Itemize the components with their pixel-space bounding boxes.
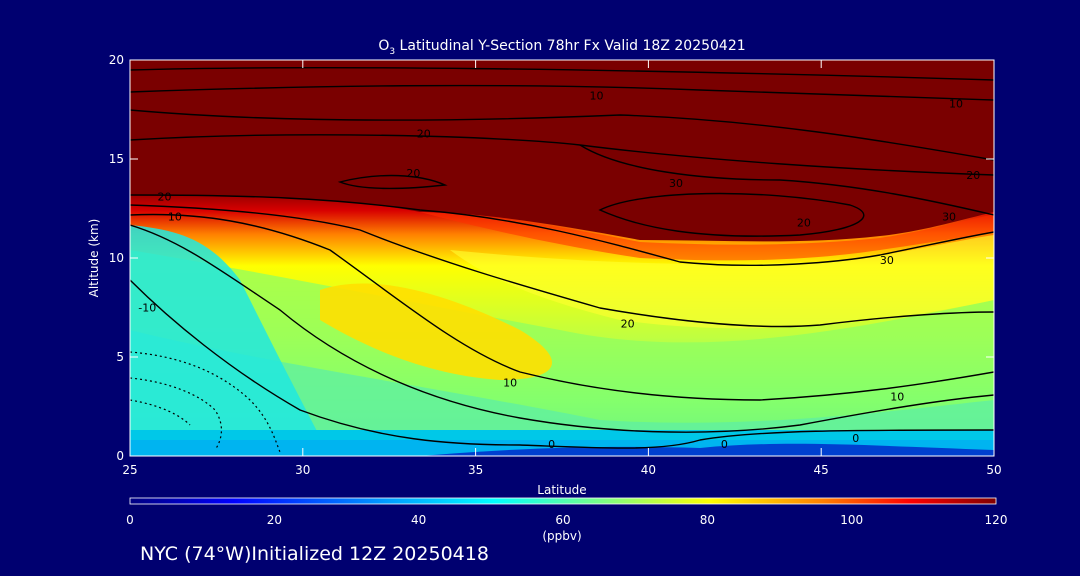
colorbar-tick-label: 120 (985, 513, 1008, 527)
contour-label: 10 (949, 98, 963, 111)
contour-label: 0 (548, 438, 555, 451)
title-subscript: 3 (389, 47, 395, 57)
x-tick-label: 30 (295, 463, 310, 477)
contour-label: 20 (417, 127, 431, 140)
colorbar-label: (ppbv) (542, 529, 581, 543)
contour-label: 10 (168, 210, 182, 223)
x-tick-label: 25 (122, 463, 137, 477)
negative-contours (129, 351, 281, 453)
y-tick-label: 0 (116, 449, 124, 463)
y-tick-label: 5 (116, 350, 124, 364)
contour-label: 10 (503, 377, 517, 390)
title-main: O (378, 38, 389, 54)
y-tick-label: 10 (109, 251, 124, 265)
contour-label: 20 (158, 191, 172, 204)
colorbar-tick-label: 60 (555, 513, 570, 527)
contour-lines (130, 66, 994, 449)
x-tick-label: 50 (986, 463, 1001, 477)
x-tick-label: 40 (641, 463, 656, 477)
contour-label: 30 (880, 254, 894, 267)
y-axis: 0 5 10 15 20 (109, 53, 994, 463)
colorbar-tick-label: 80 (700, 513, 715, 527)
x-tick-label: 35 (468, 463, 483, 477)
colorbar-tick-label: 20 (267, 513, 282, 527)
contour-label: 20 (621, 317, 635, 330)
contour-label: 0 (721, 438, 728, 451)
contour-label: 30 (942, 210, 956, 223)
contour-label: 10 (590, 90, 604, 103)
contour-label: 20 (406, 167, 420, 180)
contour-label: 20 (966, 169, 980, 182)
y-tick-label: 15 (109, 152, 124, 166)
colorbar-ticks: 0 20 40 60 80 100 120 (126, 513, 1007, 527)
x-tick-label: 45 (814, 463, 829, 477)
y-tick-label: 20 (109, 53, 124, 67)
contour-label: 20 (797, 216, 811, 229)
chart-title: O3 Latitudinal Y-Section 78hr Fx Valid 1… (378, 38, 745, 57)
colorbar-tick-label: 0 (126, 513, 134, 527)
y-axis-label: Altitude (km) (87, 219, 101, 298)
x-axis-label: Latitude (537, 483, 586, 497)
contour-label: -10 (138, 302, 156, 315)
contour-label: 10 (890, 391, 904, 404)
contour-labels: 10 10 20 20 20 20 30 30 30 20 10 10 0 -10 20 10 0 0 (138, 90, 980, 451)
x-axis: 25 30 35 40 45 50 (122, 60, 1002, 477)
colorbar-tick-label: 100 (840, 513, 863, 527)
contour-label: 30 (669, 177, 683, 190)
colorbar (129, 497, 997, 505)
contour-label: 0 (852, 432, 859, 445)
title-rest: Latitudinal Y-Section 78hr Fx Valid 18Z … (395, 38, 746, 54)
colorbar-tick-label: 40 (411, 513, 426, 527)
footer-initialization: NYC (74°W)Initialized 12Z 20250418 (140, 543, 489, 565)
